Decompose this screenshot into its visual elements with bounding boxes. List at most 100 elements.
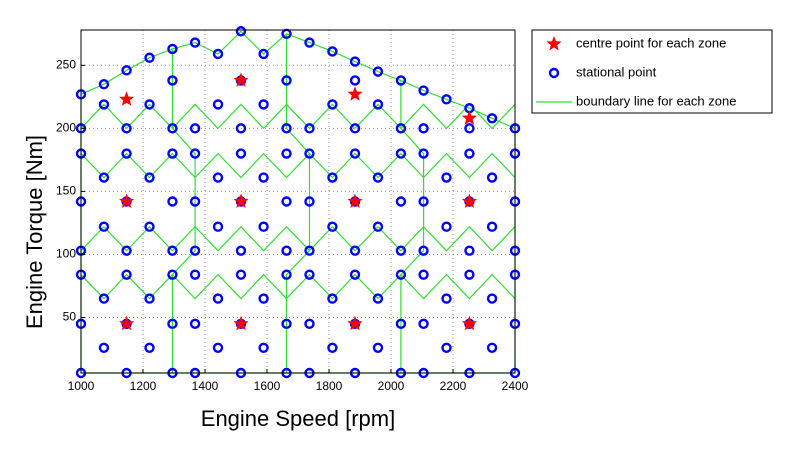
circle-marker [395, 75, 407, 86]
circle-marker [167, 318, 178, 330]
circle-marker [418, 85, 429, 96]
circle-marker [372, 221, 384, 232]
circle-marker [349, 148, 361, 159]
circle-marker [395, 318, 407, 330]
circle-marker [441, 293, 452, 304]
star-marker [347, 193, 363, 208]
plot-area [81, 30, 515, 373]
boundary-line [285, 33, 311, 373]
circle-marker [235, 245, 247, 256]
circle-marker [395, 123, 407, 134]
circle-marker [258, 342, 269, 353]
circle-marker [441, 342, 452, 353]
circle-marker [418, 269, 429, 280]
star-marker [347, 315, 363, 331]
circle-marker [548, 67, 560, 79]
circle-marker [327, 99, 338, 110]
circle-marker [258, 172, 269, 183]
star-marker [233, 72, 249, 87]
circle-marker [189, 318, 201, 330]
circle-marker [167, 43, 178, 55]
circle-marker [464, 245, 475, 256]
circle-marker [98, 99, 110, 110]
circle-marker [98, 79, 110, 90]
circle-marker [189, 245, 201, 256]
legend-entry: boundary line for each zone [536, 93, 736, 108]
circle-marker [464, 123, 475, 134]
circle-marker [189, 269, 201, 280]
circle-marker [235, 269, 247, 280]
circle-marker [372, 66, 384, 77]
circle-marker [281, 196, 292, 207]
circle-marker [189, 196, 201, 207]
circle-marker [372, 172, 384, 183]
circle-marker [418, 318, 429, 330]
circle-marker [258, 221, 269, 232]
circle-marker [212, 48, 224, 60]
y-tick-label: 200 [56, 121, 76, 135]
circle-marker [304, 269, 315, 280]
circle-marker [281, 245, 292, 256]
x-tick-label: 2200 [440, 379, 467, 393]
circle-marker [486, 221, 498, 232]
circle-marker [304, 196, 315, 207]
circle-marker [121, 65, 132, 76]
circle-marker [98, 172, 110, 183]
x-tick-label: 1400 [192, 379, 219, 393]
circle-marker [372, 293, 384, 304]
boundary-line [80, 103, 516, 130]
star-marker [119, 193, 135, 208]
circle-marker [144, 293, 155, 304]
boundary-line [80, 225, 516, 252]
circle-marker [486, 172, 498, 183]
circle-marker [144, 52, 155, 63]
circle-marker [486, 293, 498, 304]
x-tick-label: 2400 [502, 379, 529, 393]
circle-marker [304, 37, 315, 48]
circle-marker [372, 99, 384, 110]
circle-marker [304, 148, 315, 159]
circle-marker [258, 48, 269, 60]
plot-frame [80, 29, 516, 374]
circle-marker [441, 94, 452, 105]
circle-marker [395, 148, 407, 159]
star-marker [119, 315, 135, 331]
circle-marker [327, 293, 338, 304]
star-marker [461, 193, 477, 208]
circle-marker [167, 269, 178, 280]
circle-marker [281, 148, 292, 159]
circle-marker [212, 342, 224, 353]
circle-marker [327, 46, 338, 57]
circle-marker [235, 148, 247, 159]
circle-marker [144, 221, 155, 232]
circle-marker [327, 342, 338, 353]
circle-marker [349, 75, 361, 86]
circle-marker [349, 123, 361, 134]
x-axis-label: Engine Speed [rpm] [201, 406, 395, 431]
y-tick-label: 250 [56, 57, 76, 71]
circle-marker [304, 318, 315, 330]
circle-marker [212, 221, 224, 232]
y-tick-label: 100 [56, 247, 76, 261]
star-marker [233, 193, 249, 208]
circle-marker [486, 113, 498, 124]
circle-marker [121, 269, 132, 280]
circle-marker [235, 123, 247, 134]
circle-marker [395, 196, 407, 207]
circle-marker [464, 269, 475, 280]
circle-marker [144, 99, 155, 110]
circle-marker [441, 172, 452, 183]
x-tick-label: 1200 [130, 379, 157, 393]
circle-marker [144, 172, 155, 183]
star-marker [233, 315, 249, 331]
circle-marker [121, 245, 132, 256]
circle-marker [235, 26, 247, 37]
circle-marker [281, 269, 292, 280]
circle-marker [167, 245, 178, 256]
circle-marker [98, 293, 110, 304]
circle-marker [418, 196, 429, 207]
circle-marker [258, 293, 269, 304]
star-marker [347, 86, 363, 101]
star-marker [461, 110, 477, 125]
